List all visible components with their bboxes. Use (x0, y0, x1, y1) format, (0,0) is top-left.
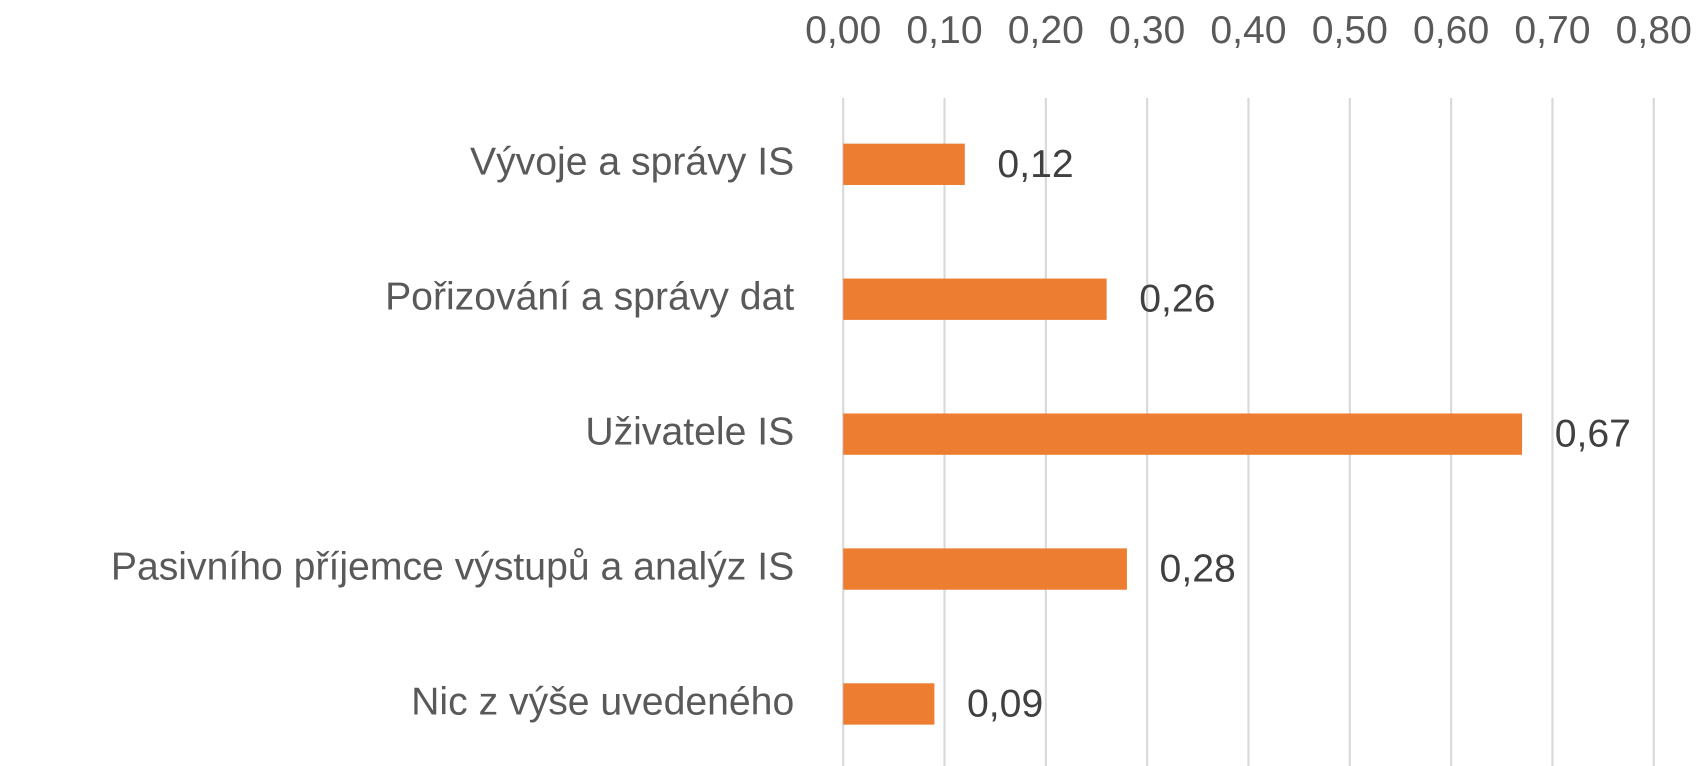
bar (843, 683, 935, 725)
data-label: 0,28 (1160, 548, 1236, 591)
category-label: Nic z výše uvedeného (411, 680, 794, 723)
bar (843, 548, 1127, 590)
x-tick-label: 0,50 (1312, 9, 1388, 52)
x-tick-label: 0,80 (1616, 9, 1692, 52)
bar (843, 413, 1523, 455)
x-tick-label: 0,20 (1008, 9, 1084, 52)
x-tick-label: 0,70 (1514, 9, 1590, 52)
bar (843, 278, 1107, 320)
data-label: 0,12 (997, 143, 1073, 186)
x-tick-label: 0,10 (906, 9, 982, 52)
category-label: Pořizování a správy dat (385, 276, 794, 319)
x-tick-label: 0,60 (1413, 9, 1489, 52)
bar (843, 143, 965, 185)
data-label: 0,26 (1139, 278, 1215, 321)
x-tick-label: 0,00 (805, 9, 881, 52)
data-label: 0,67 (1555, 413, 1631, 456)
x-tick-label: 0,40 (1210, 9, 1286, 52)
category-label: Vývoje a správy IS (470, 141, 794, 184)
category-label: Pasivního příjemce výstupů a analýz IS (111, 545, 794, 588)
data-label: 0,09 (967, 682, 1043, 725)
x-tick-label: 0,30 (1109, 9, 1185, 52)
category-label: Uživatele IS (585, 410, 794, 453)
